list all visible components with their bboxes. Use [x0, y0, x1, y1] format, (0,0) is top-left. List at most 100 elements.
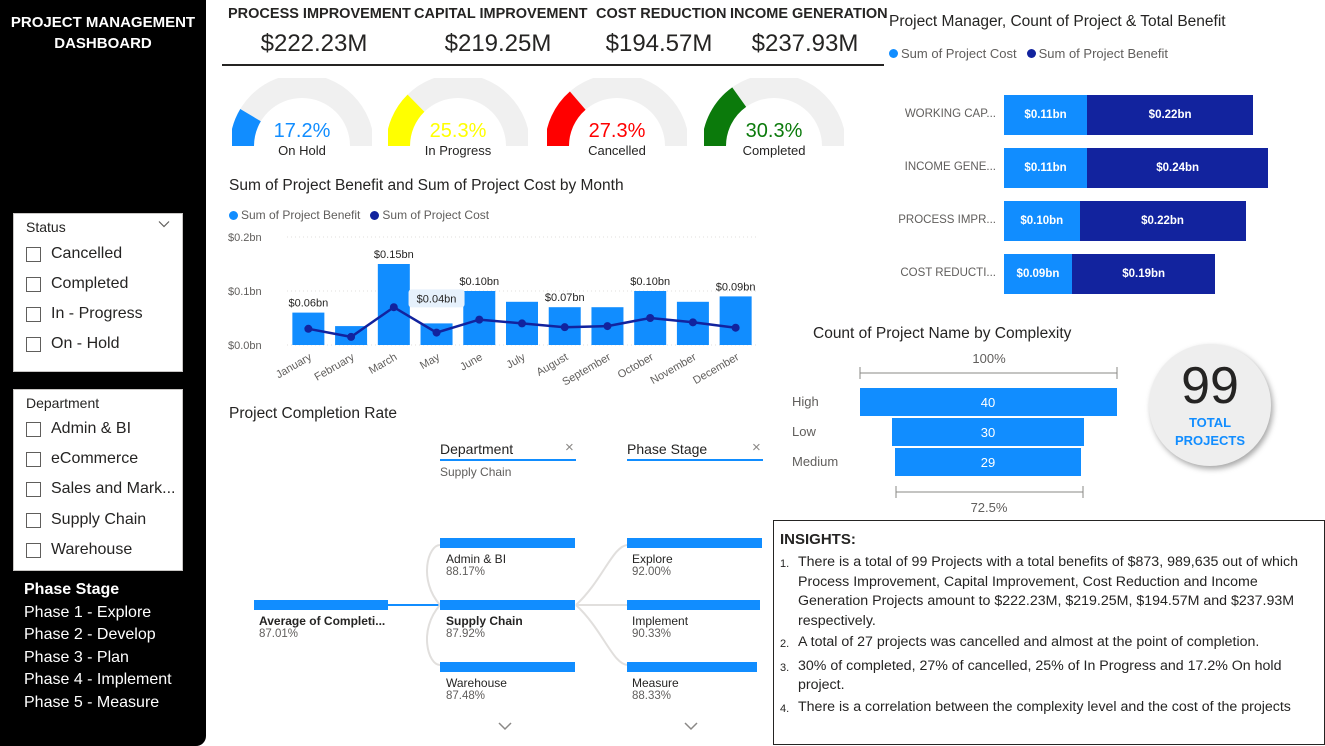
tree-dept-underline — [440, 459, 576, 461]
checkbox[interactable] — [26, 451, 41, 467]
chevron-down-icon[interactable] — [683, 720, 699, 732]
legend-dot-icon — [229, 210, 238, 220]
x-tick-label: June — [458, 351, 485, 373]
manager-bar-segment[interactable]: $0.11bn — [1004, 148, 1088, 188]
completion-title: Project Completion Rate — [229, 405, 397, 422]
status-option-completed[interactable]: Completed — [26, 272, 128, 296]
manager-chart-legend: Sum of Project Cost Sum of Project Benef… — [889, 46, 1178, 61]
funnel-top-bracket — [859, 367, 1118, 379]
funnel-bar[interactable]: 29 — [894, 448, 1082, 476]
tree-node-name: Admin & BI — [446, 552, 507, 566]
status-option-cancelled[interactable]: Cancelled — [26, 242, 122, 266]
funnel-category-label: Medium — [792, 454, 839, 469]
status-option-label: Completed — [51, 275, 129, 292]
tree-root-bar[interactable] — [254, 600, 388, 610]
funnel-bottom-percent: 72.5% — [970, 500, 1008, 515]
checkbox[interactable] — [26, 542, 41, 558]
legend-item-benefit[interactable]: Sum of Project Benefit — [229, 208, 360, 222]
close-icon[interactable]: × — [565, 439, 574, 456]
department-option-supply-chain[interactable]: Supply Chain — [26, 508, 146, 532]
complexity-chart-title: Count of Project Name by Complexity — [813, 325, 1072, 342]
kpi-divider — [222, 64, 884, 66]
manager-bar-segment[interactable]: $0.10bn — [1004, 201, 1080, 241]
checkbox[interactable] — [26, 421, 41, 437]
manager-bar-segment[interactable]: $0.19bn — [1071, 254, 1216, 294]
data-label: $0.04bn — [417, 293, 457, 305]
tree-node-value: 88.17% — [446, 566, 486, 578]
phase-item: Phase 3 - Plan — [24, 648, 129, 666]
manager-bar-segment[interactable]: $0.22bn — [1079, 201, 1246, 241]
insights-list: 1. There is a total of 99 Projects with a… — [780, 553, 1318, 719]
manager-bar-segment[interactable]: $0.24bn — [1087, 148, 1269, 188]
legend-item-cost[interactable]: Sum of Project Cost — [889, 46, 1017, 61]
complexity-funnel[interactable]: High 40 Low 30 Medium 29 — [780, 388, 1125, 480]
legend-dot-icon — [370, 210, 380, 220]
chevron-down-icon[interactable] — [497, 720, 513, 732]
legend-dot-icon — [889, 49, 898, 58]
tree-dept-filter: Supply Chain — [440, 465, 512, 479]
x-tick-label: January — [274, 351, 314, 381]
manager-category-label: INCOME GENE... — [904, 161, 996, 173]
insight-item: 2. A total of 27 projects was cancelled a… — [780, 633, 1318, 655]
tree-node-bar[interactable] — [440, 538, 575, 548]
tree-node-bar[interactable] — [440, 600, 575, 610]
insights-panel: INSIGHTS: 1. There is a total of 99 Proje… — [773, 520, 1325, 745]
phase-stage-list: Phase Stage Phase 1 - Explore Phase 2 - … — [24, 579, 172, 714]
tree-node-name: Supply Chain — [446, 614, 523, 628]
tree-node-name: Measure — [632, 676, 679, 690]
gauge-arc — [232, 108, 262, 147]
cost-point — [432, 328, 441, 337]
department-option-label: Sales and Mark... — [51, 480, 176, 497]
legend-item-cost[interactable]: Sum of Project Cost — [370, 208, 489, 222]
legend-label: Sum of Project Cost — [901, 46, 1017, 61]
chevron-down-icon[interactable] — [158, 218, 170, 230]
phase-stage-title: Phase Stage — [24, 581, 120, 598]
checkbox[interactable] — [26, 246, 41, 262]
tree-node-name: Implement — [632, 614, 689, 628]
total-projects-card: 99 TOTAL PROJECTS — [1149, 344, 1271, 466]
tree-phase-underline — [627, 459, 763, 461]
manager-chart-title: Project Manager, Count of Project & Tota… — [889, 13, 1226, 30]
cost-point — [603, 322, 612, 331]
tree-dept-header: Department — [440, 441, 514, 457]
department-option-sales-marketing[interactable]: Sales and Mark... — [26, 477, 176, 501]
checkbox[interactable] — [26, 336, 41, 352]
checkbox[interactable] — [26, 512, 41, 528]
phase-item: Phase 2 - Develop — [24, 626, 156, 643]
department-option-ecommerce[interactable]: eCommerce — [26, 447, 138, 471]
funnel-bar[interactable]: 40 — [859, 388, 1117, 416]
close-icon[interactable]: × — [752, 439, 761, 456]
gauge-percent: 30.3% — [745, 120, 803, 142]
kpi-label: COST REDUCTION — [596, 6, 727, 22]
total-projects-label: TOTAL PROJECTS — [1149, 414, 1271, 450]
tree-node-value: 90.33% — [632, 628, 672, 640]
month-chart-title: Sum of Project Benefit and Sum of Projec… — [229, 177, 624, 194]
tree-node-bar[interactable] — [627, 538, 762, 548]
legend-item-benefit[interactable]: Sum of Project Benefit — [1026, 46, 1168, 61]
y-tick-label: $0.1bn — [228, 286, 262, 298]
data-label-highlight — [408, 289, 465, 308]
tree-phase-header: Phase Stage — [627, 441, 708, 457]
kpi-process-improvement: PROCESS IMPROVEMENT $222.23M — [228, 6, 411, 58]
tree-node-bar[interactable] — [440, 662, 575, 672]
gauge-in-progress: 25.3% In Progress — [388, 78, 528, 160]
gauge-arc — [547, 91, 587, 147]
checkbox[interactable] — [26, 481, 41, 497]
manager-chart[interactable]: WORKING CAP... $0.11bn $0.22bn INCOME GENE.… — [886, 90, 1286, 300]
funnel-bar[interactable]: 30 — [891, 418, 1085, 446]
tree-node-bar[interactable] — [627, 600, 760, 610]
checkbox[interactable] — [26, 306, 41, 322]
department-option-label: eCommerce — [51, 450, 139, 467]
manager-bar-segment[interactable]: $0.09bn — [1004, 254, 1072, 294]
manager-bar-segment[interactable]: $0.22bn — [1087, 95, 1254, 135]
checkbox[interactable] — [26, 276, 41, 292]
department-option-admin-bi[interactable]: Admin & BI — [26, 417, 131, 441]
department-option-warehouse[interactable]: Warehouse — [26, 538, 132, 562]
status-option-on-hold[interactable]: On - Hold — [26, 332, 119, 356]
tree-node-bar[interactable] — [627, 662, 757, 672]
tree-root-name: Average of Completi... — [259, 614, 386, 628]
status-option-in-progress[interactable]: In - Progress — [26, 302, 143, 326]
cost-point — [389, 303, 398, 312]
manager-bar-segment[interactable]: $0.11bn — [1004, 95, 1088, 135]
